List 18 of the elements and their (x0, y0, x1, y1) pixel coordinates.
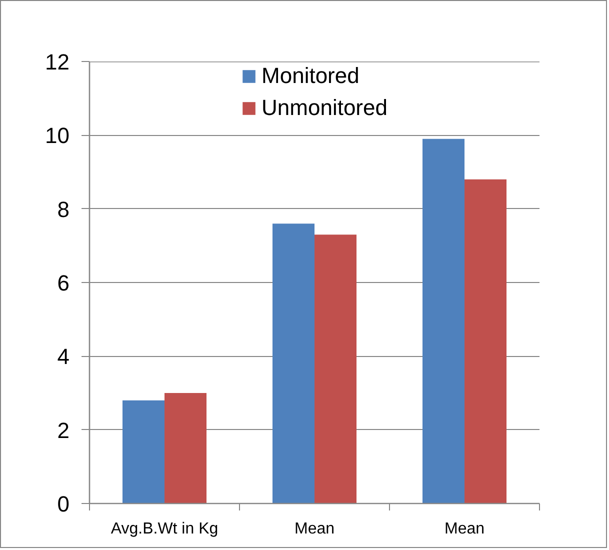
y-tick-label: 0 (57, 492, 70, 516)
y-tick-label: 12 (45, 50, 70, 74)
x-tick-label: Mean (294, 520, 335, 538)
x-tick-label: Mean (444, 520, 485, 538)
bar (464, 179, 506, 504)
y-tick-label: 8 (57, 196, 70, 222)
bar (164, 393, 206, 504)
bar (422, 138, 464, 504)
y-tick-label: 6 (57, 270, 70, 296)
bar (314, 234, 356, 504)
bar (272, 224, 314, 504)
x-tick-label: Avg.B.Wt in Kg (110, 520, 218, 538)
y-tick-label: 4 (57, 344, 70, 370)
bar (122, 400, 164, 504)
legend-label: Unmonitored (262, 95, 388, 121)
y-tick-label: 2 (57, 418, 70, 443)
legend-label: Monitored (262, 63, 360, 89)
y-tick-label: 10 (45, 123, 70, 148)
